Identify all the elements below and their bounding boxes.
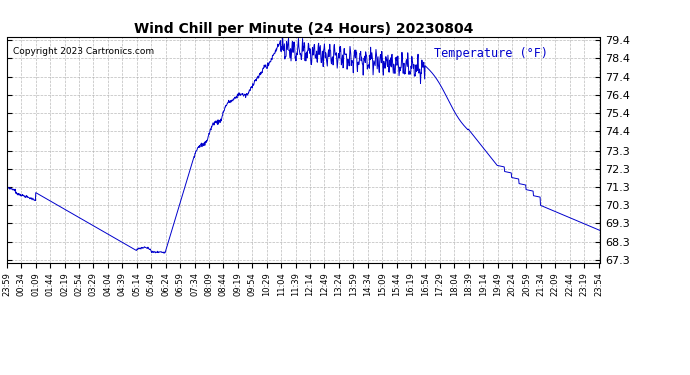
Text: Copyright 2023 Cartronics.com: Copyright 2023 Cartronics.com [13,46,154,56]
Text: Temperature (°F): Temperature (°F) [434,46,548,60]
Title: Wind Chill per Minute (24 Hours) 20230804: Wind Chill per Minute (24 Hours) 2023080… [134,22,473,36]
